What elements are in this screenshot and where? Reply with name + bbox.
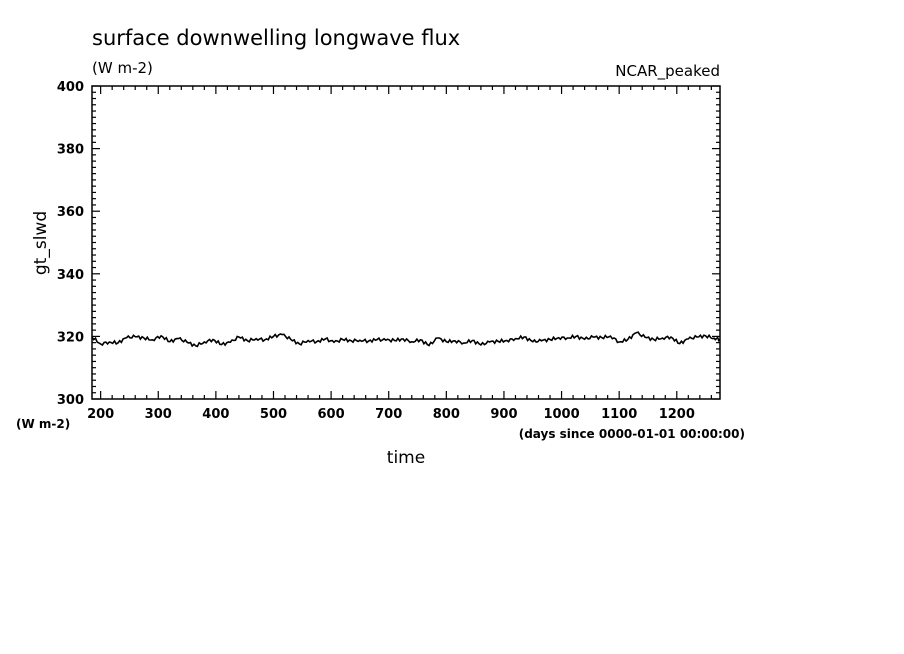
y-axis-title: gt_slwd	[31, 211, 51, 275]
y-tick-label: 340	[57, 268, 84, 283]
y-tick-label: 360	[57, 205, 84, 220]
x-tick-label: 700	[375, 407, 402, 422]
x-tick-labels: 200 300 400 500 600 700 800 900 1000 1100 1200	[87, 407, 695, 422]
x-tick-label: 300	[145, 407, 172, 422]
x-tick-label: 1000	[543, 407, 579, 422]
chart-title: surface downwelling longwave flux	[92, 26, 460, 50]
x-tick-label: 800	[433, 407, 460, 422]
y-tick-label: 320	[57, 330, 84, 345]
x-units-label: (days since 0000-01-01 00:00:00)	[519, 427, 745, 441]
plot-frame	[91, 85, 721, 400]
y-tick-labels: 300 320 340 360 380 400	[57, 80, 84, 408]
series-line	[91, 331, 721, 348]
x-axis-title: time	[387, 448, 425, 468]
y-units-label: (W m-2)	[16, 417, 70, 431]
x-tick-label: 200	[87, 407, 114, 422]
tick-marks	[92, 85, 720, 400]
x-tick-label: 600	[318, 407, 345, 422]
x-tick-label: 1200	[659, 407, 695, 422]
x-tick-label: 900	[490, 407, 517, 422]
units-subtitle: (W m-2)	[92, 59, 153, 77]
y-tick-label: 300	[57, 393, 84, 408]
annotation-label: NCAR_peaked	[615, 62, 720, 81]
y-tick-label: 380	[57, 143, 84, 158]
y-tick-label: 400	[57, 80, 84, 95]
x-tick-label: 1100	[601, 407, 637, 422]
x-tick-label: 500	[260, 407, 287, 422]
x-tick-label: 400	[202, 407, 229, 422]
